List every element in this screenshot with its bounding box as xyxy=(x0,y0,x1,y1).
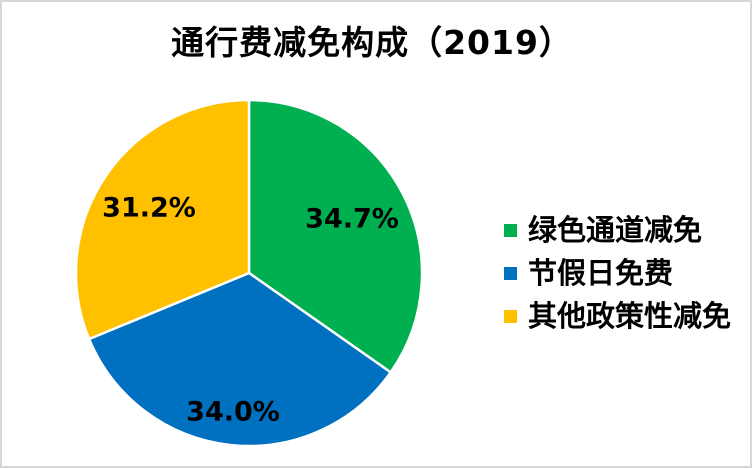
legend-label-blue: 节假日免费 xyxy=(528,255,674,290)
legend-swatch-blue-icon xyxy=(504,266,517,280)
pie-data-label-blue-slice: 34.0% xyxy=(186,396,280,428)
pie-data-label-yellow-slice: 31.2% xyxy=(102,192,196,224)
pie-slice-2 xyxy=(74,98,251,341)
legend-swatch-yellow-icon xyxy=(504,309,517,323)
legend-item-blue: 节假日免费 xyxy=(504,255,731,290)
legend-item-green: 绿色通道减免 xyxy=(504,212,731,247)
chart-legend: 绿色通道减免 节假日免费 其他政策性减免 xyxy=(504,212,732,345)
pie-slice-1 xyxy=(87,271,392,448)
legend-swatch-green-icon xyxy=(504,223,517,237)
legend-label-yellow: 其他政策性减免 xyxy=(528,298,732,333)
pie-data-label-green-slice: 34.7% xyxy=(305,203,399,235)
chart-title: 通行费减免构成（2019） xyxy=(171,23,573,62)
legend-item-yellow: 其他政策性减免 xyxy=(504,298,732,333)
legend-label-green: 绿色通道减免 xyxy=(528,212,703,247)
pie-slice-0 xyxy=(247,98,424,374)
